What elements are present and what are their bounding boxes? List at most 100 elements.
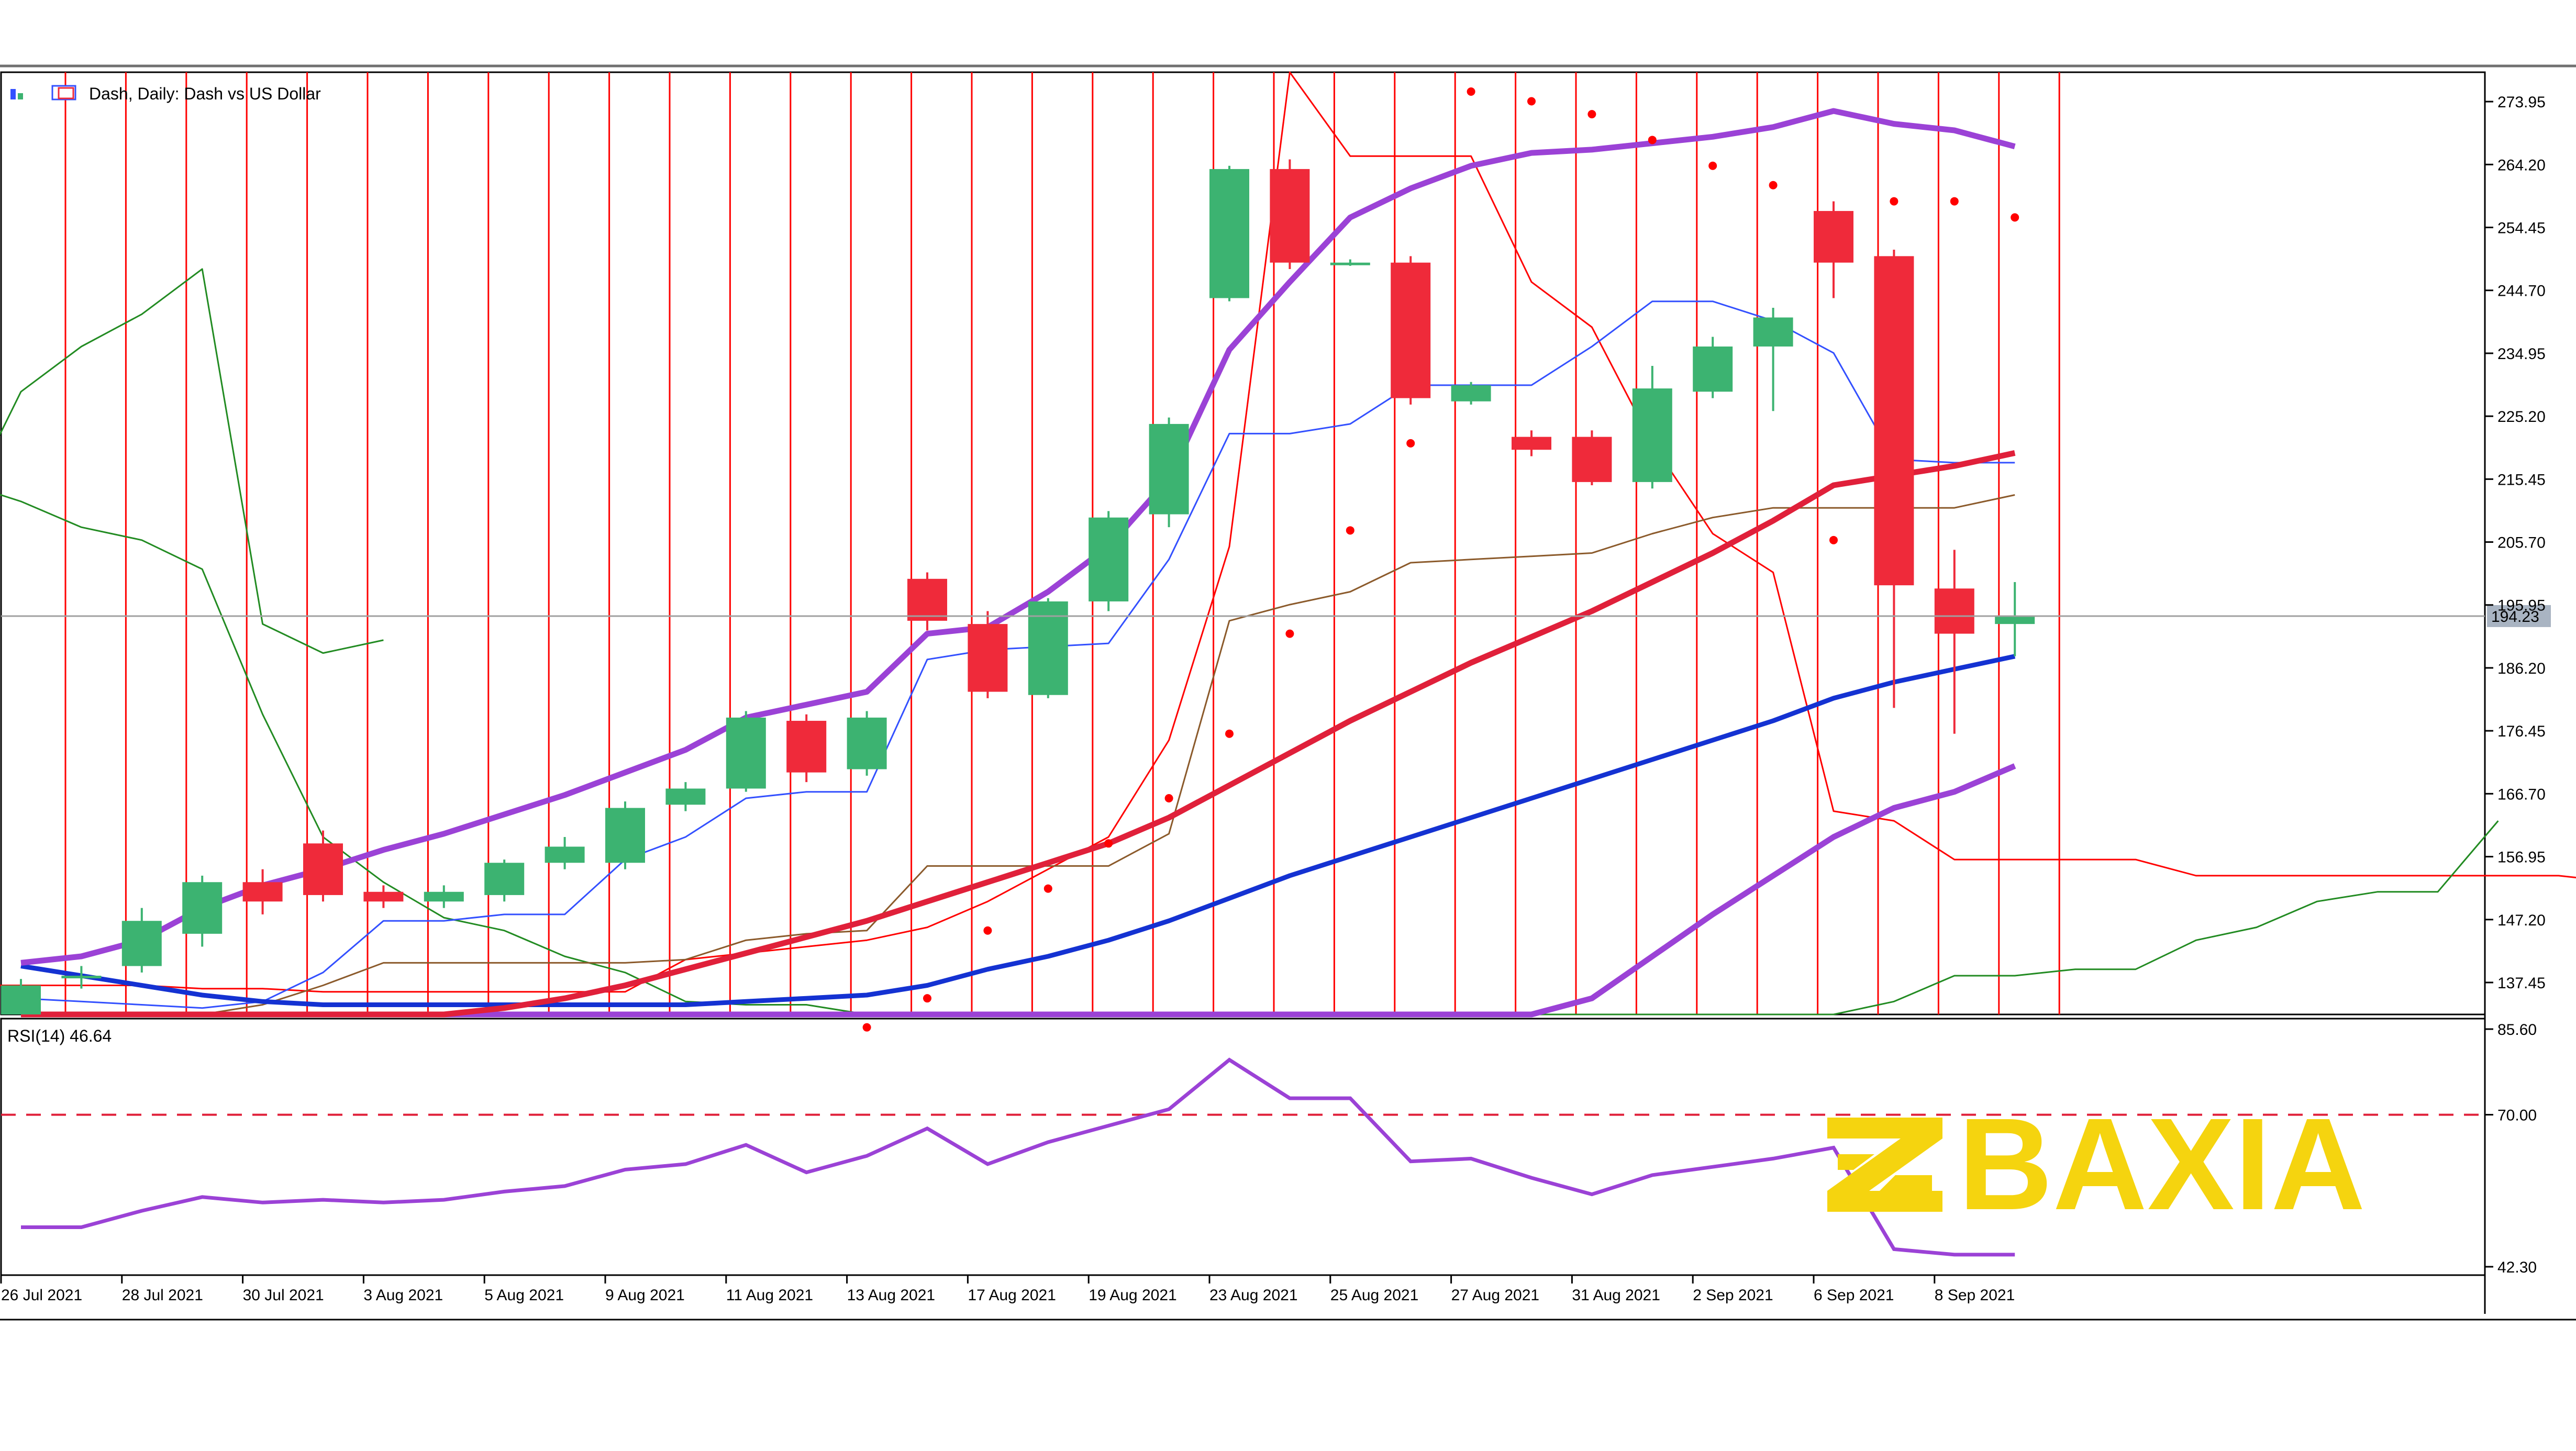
candle-body (847, 717, 887, 769)
price-tick-label: 244.70 (2497, 283, 2546, 300)
price-tick-label: 254.45 (2497, 220, 2546, 237)
candle-body (1934, 588, 1974, 634)
candle (1149, 417, 1189, 528)
candle (1995, 582, 2035, 656)
sar-dot (1587, 110, 1596, 119)
candle (182, 875, 223, 947)
price-tick-label: 225.20 (2497, 408, 2546, 426)
price-tick-label: 186.20 (2497, 660, 2546, 677)
candle (1451, 382, 1491, 405)
candle-body (1, 985, 41, 1014)
time-tick-label: 26 Jul 2021 (1, 1287, 82, 1304)
time-tick-label: 27 Aug 2021 (1451, 1287, 1540, 1304)
price-tick-label: 137.45 (2497, 975, 2546, 992)
candle (1391, 256, 1431, 405)
candle (61, 966, 102, 989)
candle-body (1632, 388, 1672, 482)
candle (1209, 165, 1249, 302)
candle-body (424, 891, 464, 902)
sar-dot (1104, 839, 1113, 848)
symbol-flag-icon-2 (58, 87, 74, 99)
candle-body (1028, 601, 1068, 695)
candle (303, 830, 343, 902)
rsi-line (21, 1057, 2015, 1257)
time-tick-label: 30 Jul 2021 (243, 1287, 324, 1304)
sar-dot (2011, 213, 2019, 222)
time-tick-label: 13 Aug 2021 (847, 1287, 936, 1304)
upper-band-line (20, 108, 2016, 966)
candle-body (121, 921, 162, 966)
sar-dot (1043, 884, 1052, 893)
span-b-line (0, 71, 2576, 993)
candle-body (1330, 262, 1370, 265)
candle (1270, 159, 1310, 270)
candle-body (363, 891, 404, 902)
price-tick-label: 147.20 (2497, 912, 2546, 929)
candle-body (1572, 437, 1612, 482)
candle-body (1512, 437, 1551, 450)
sar-dot (1769, 181, 1778, 189)
candle-body (605, 808, 645, 863)
candle-body (1149, 423, 1189, 515)
time-tick-label: 19 Aug 2021 (1089, 1287, 1177, 1304)
middle-ma-line (21, 450, 2016, 1018)
candle (605, 801, 645, 869)
sar-dot (923, 994, 931, 1003)
candle (786, 714, 827, 783)
candle (847, 711, 887, 776)
price-tick-label: 205.70 (2497, 534, 2546, 552)
candle-body (1209, 169, 1249, 298)
candle-body (182, 882, 223, 934)
candle-body (1270, 169, 1310, 263)
candle-body (1451, 385, 1491, 401)
time-tick-label: 9 Aug 2021 (605, 1287, 685, 1304)
candle-body (1391, 262, 1431, 398)
sar-dot (1950, 197, 1959, 206)
candle-body (1995, 616, 2035, 624)
tenkan-line (20, 300, 2015, 1009)
candle-body (1693, 346, 1733, 392)
candle-body (1814, 211, 1853, 263)
rsi-tick-label: 42.30 (2497, 1259, 2537, 1276)
rsi-tick-label: 85.60 (2497, 1021, 2537, 1039)
price-tick-label: 264.20 (2497, 157, 2546, 174)
candle (1330, 259, 1370, 266)
sar-dot (1225, 729, 1234, 738)
candle-body (242, 882, 283, 902)
candle-body (665, 788, 706, 805)
candlesticks[interactable] (1, 159, 2035, 1014)
rsi-title: RSI(14) 46.64 (7, 1026, 112, 1045)
sar-dot (1708, 161, 1717, 170)
price-tick-label: 215.45 (2497, 471, 2546, 488)
time-tick-label: 5 Aug 2021 (484, 1287, 564, 1304)
time-tick-label: 28 Jul 2021 (122, 1287, 203, 1304)
rsi-tick-label: 70.00 (2497, 1107, 2537, 1124)
candle (1632, 365, 1672, 489)
candle (907, 572, 947, 631)
sar-dot (1467, 87, 1475, 96)
baxia-logo-mark (1827, 1118, 1942, 1212)
current-price-label: 194.23 (2491, 608, 2539, 626)
baxia-logo: BAXIA (1827, 1091, 2366, 1237)
sar-dot (1829, 535, 1838, 544)
sar-dot (1527, 97, 1536, 106)
time-tick-label: 3 Aug 2021 (363, 1287, 443, 1304)
price-axis: 273.95 264.20 254.45 244.70 234.95 225.20 215.… (2485, 94, 2546, 992)
price-tick-label: 273.95 (2497, 94, 2546, 111)
price-tick-label: 195.95 (2497, 597, 2546, 615)
candle (1693, 337, 1733, 398)
time-tick-label: 6 Sep 2021 (1814, 1287, 1894, 1304)
time-axis: 26 Jul 2021 28 Jul 2021 30 Jul 2021 3 Aug 2… (0, 1275, 2015, 1304)
candle (1089, 511, 1129, 611)
symbol-header[interactable]: Dash, Daily: Dash vs US Dollar (10, 84, 321, 103)
candle-body (545, 846, 585, 863)
symbol-title: Dash, Daily: Dash vs US Dollar (89, 84, 321, 103)
watermark-text: BAXIA (1958, 1091, 2366, 1237)
moving-averages (20, 108, 2016, 1018)
candle-body (726, 717, 766, 789)
sar-dot (983, 926, 992, 935)
candle-body (786, 721, 827, 773)
candle (665, 782, 706, 811)
candle (1028, 598, 1068, 698)
